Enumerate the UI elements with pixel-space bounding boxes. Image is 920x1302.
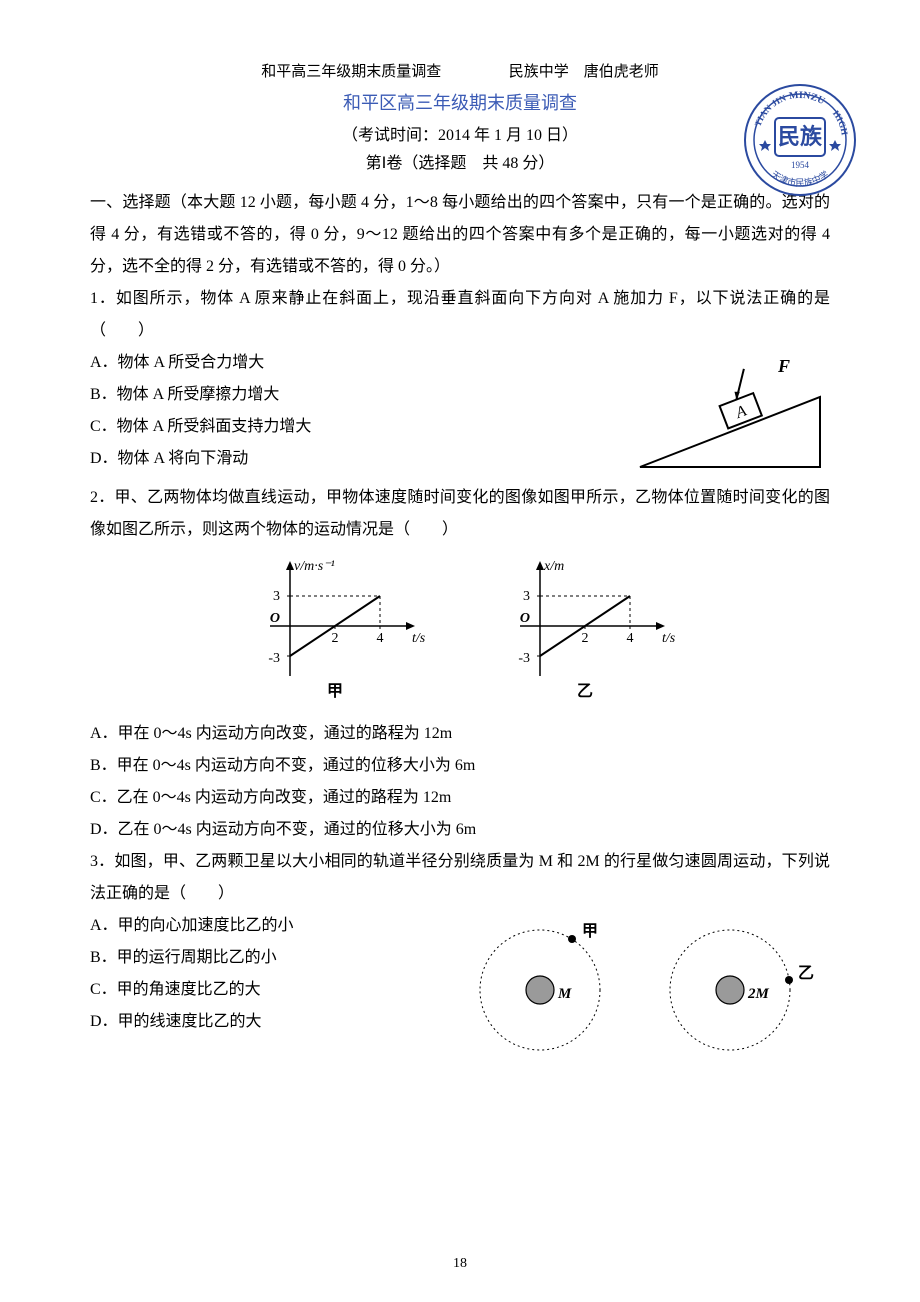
page-title: 和平区高三年级期末质量调查 xyxy=(90,89,830,115)
q2-charts: v/m·s⁻¹ 3 -3 O 2 4 t/s 甲 x/m 3 -3 O xyxy=(90,556,830,706)
jia-ytick-0: 3 xyxy=(273,589,280,604)
q2-opt-a: A．甲在 0～4s 内运动方向改变，通过的路程为 12m xyxy=(90,718,830,750)
q1-stem: 1．如图所示，物体 A 原来静止在斜面上，现沿垂直斜面向下方向对 A 施加力 F… xyxy=(90,283,830,347)
q3-jia-label: 甲 xyxy=(582,922,598,940)
svg-text:MINZU: MINZU xyxy=(788,90,826,107)
q1-opt-d: D．物体 A 将向下滑动 xyxy=(90,443,622,475)
q2-opt-d: D．乙在 0～4s 内运动方向不变，通过的位移大小为 6m xyxy=(90,814,830,846)
q3-2M-label: 2M xyxy=(747,986,770,1002)
stamp-text-top: MINZU xyxy=(788,90,826,107)
q1-fig-F: F xyxy=(777,356,790,376)
header-left: 和平高三年级期末质量调查 xyxy=(261,64,441,80)
q3-yi-label: 乙 xyxy=(798,965,814,982)
header-right: 民族中学 唐伯虎老师 xyxy=(509,64,659,80)
stamp-year: 1954 xyxy=(791,160,810,170)
stamp-center: 民族 xyxy=(778,124,823,149)
q3-opt-c: C．甲的角速度比乙的大 xyxy=(90,974,452,1006)
q2-chart-yi: x/m 3 -3 O 2 4 t/s 乙 xyxy=(490,556,680,706)
q3-opt-a: A．甲的向心加速度比乙的小 xyxy=(90,910,452,942)
yi-xtick-0: 2 xyxy=(582,631,589,646)
q3-row: A．甲的向心加速度比乙的小 B．甲的运行周期比乙的小 C．甲的角速度比乙的大 D… xyxy=(90,910,830,1060)
q2-opt-b: B．甲在 0～4s 内运动方向不变，通过的位移大小为 6m xyxy=(90,750,830,782)
svg-text:天津市民族中学: 天津市民族中学 xyxy=(770,168,831,188)
jia-ytick-1: -3 xyxy=(268,651,280,666)
q2-opt-c: C．乙在 0～4s 内运动方向改变，通过的路程为 12m xyxy=(90,782,830,814)
q1-opt-a: A．物体 A 所受合力增大 xyxy=(90,347,622,379)
q1-figure: A F xyxy=(630,347,830,482)
q2-stem: 2．甲、乙两物体均做直线运动，甲物体速度随时间变化的图像如图甲所示，乙物体位置随… xyxy=(90,482,830,546)
section-i-label: 第Ⅰ卷（选择题 共 48 分） xyxy=(90,149,830,173)
q1-opt-c: C．物体 A 所受斜面支持力增大 xyxy=(90,411,622,443)
svg-text:TIAN JIN: TIAN JIN xyxy=(753,92,788,127)
q3-stem: 3．如图，甲、乙两颗卫星以大小相同的轨道半径分别绕质量为 M 和 2M 的行星做… xyxy=(90,846,830,910)
jia-origin: O xyxy=(270,611,280,626)
yi-caption: 乙 xyxy=(577,683,593,700)
page: TIAN JIN MINZU HIGH 天津市民族中学 民族 1954 和平高三… xyxy=(0,0,920,1302)
yi-origin: O xyxy=(520,611,530,626)
q3-opt-b: B．甲的运行周期比乙的小 xyxy=(90,942,452,974)
running-header: 和平高三年级期末质量调查 民族中学 唐伯虎老师 xyxy=(90,60,830,81)
jia-xlabel: t/s xyxy=(412,631,426,646)
stamp-text-bottom: 天津市民族中学 xyxy=(770,168,831,188)
q2-chart-jia: v/m·s⁻¹ 3 -3 O 2 4 t/s 甲 xyxy=(240,556,430,706)
yi-ytick-0: 3 xyxy=(523,589,530,604)
yi-ytick-1: -3 xyxy=(518,651,530,666)
jia-xtick-0: 2 xyxy=(332,631,339,646)
q3-figure: 甲 M 乙 2M xyxy=(460,910,830,1060)
yi-xtick-1: 4 xyxy=(627,631,634,646)
q3-M-label: M xyxy=(557,986,572,1002)
jia-ylabel: v/m·s⁻¹ xyxy=(294,559,335,574)
stamp-text-left: TIAN JIN xyxy=(753,92,788,127)
yi-ylabel: x/m xyxy=(543,559,564,574)
q1-opt-b: B．物体 A 所受摩擦力增大 xyxy=(90,379,622,411)
yi-xlabel: t/s xyxy=(662,631,676,646)
instructions: 一、选择题（本大题 12 小题，每小题 4 分，1～8 每小题给出的四个答案中，… xyxy=(90,187,830,283)
exam-time: （考试时间：2014 年 1 月 10 日） xyxy=(90,121,830,145)
school-stamp: TIAN JIN MINZU HIGH 天津市民族中学 民族 1954 xyxy=(740,80,860,200)
page-number: 18 xyxy=(0,1256,920,1272)
q3-opt-d: D．甲的线速度比乙的大 xyxy=(90,1006,452,1038)
jia-caption: 甲 xyxy=(327,682,343,700)
jia-xtick-1: 4 xyxy=(377,631,384,646)
q1-fig-A: A xyxy=(733,402,749,422)
q1-row: A．物体 A 所受合力增大 B．物体 A 所受摩擦力增大 C．物体 A 所受斜面… xyxy=(90,347,830,482)
